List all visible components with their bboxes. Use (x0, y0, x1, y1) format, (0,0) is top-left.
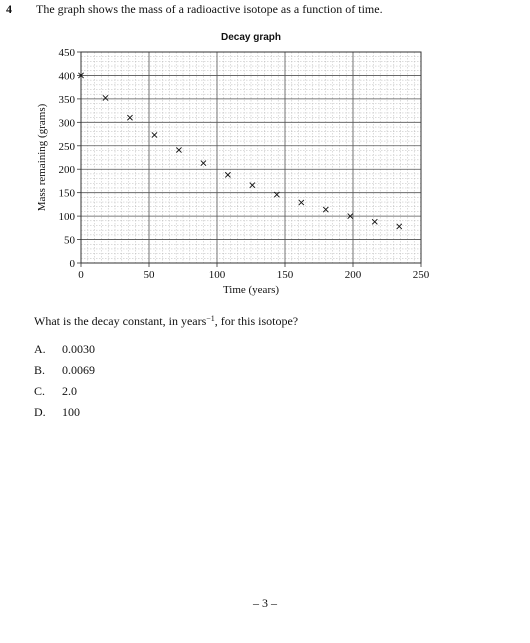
option-value: 2.0 (62, 384, 77, 398)
y-axis-label: Mass remaining (grams) (36, 103, 48, 211)
data-point (322, 206, 329, 213)
decay-chart: 0 50 100 150 200 250 0 50 100 150 200 250 300 350 400 4… (36, 32, 430, 296)
x-tick-label: 200 (345, 269, 362, 281)
data-point (176, 147, 182, 153)
y-tick-label: 450 (59, 47, 76, 59)
x-tick-label: 50 (144, 269, 156, 281)
y-tick-label: 200 (59, 164, 76, 176)
page-number: – 3 – (253, 596, 277, 610)
option-c[interactable]: C. 2.0 (34, 384, 77, 399)
prompt-text: What is the decay constant, in years (34, 314, 207, 328)
option-letter: B. (34, 363, 46, 377)
y-tick-label: 250 (59, 141, 76, 153)
option-letter: D. (34, 405, 46, 419)
prompt-text-end: , for this isotope? (214, 314, 299, 328)
y-tick-label: 50 (64, 235, 76, 247)
y-tick-label: 150 (59, 188, 76, 200)
option-b[interactable]: B. 0.0069 (34, 363, 95, 378)
option-value: 0.0030 (62, 342, 95, 356)
option-d[interactable]: D. 100 (34, 405, 80, 420)
data-point (151, 132, 158, 138)
y-tick-label: 300 (59, 117, 76, 129)
x-axis-label: Time (years) (223, 284, 279, 296)
data-point (249, 182, 256, 189)
option-letter: C. (34, 384, 46, 398)
plot-frame (80, 51, 422, 264)
x-tick-label: 150 (277, 269, 294, 281)
y-tick-label: 350 (59, 94, 76, 106)
x-tick-label: 250 (413, 269, 430, 281)
data-point (78, 72, 84, 79)
data-point (200, 160, 207, 167)
data-point (224, 171, 231, 178)
data-point (273, 191, 280, 198)
data-point (102, 95, 109, 101)
data-point (347, 213, 354, 220)
chart-title: Decay graph (221, 32, 281, 43)
option-letter: A. (34, 342, 46, 356)
option-value: 100 (62, 405, 80, 419)
prompt-exponent: −1 (206, 314, 215, 323)
y-tick-label: 0 (70, 258, 76, 270)
data-point (298, 199, 305, 206)
data-point (371, 218, 378, 225)
x-tick-label: 0 (78, 269, 84, 281)
data-point (396, 223, 403, 230)
question-prompt: What is the decay constant, in years−1, … (34, 314, 298, 329)
option-a[interactable]: A. 0.0030 (34, 342, 95, 357)
question-text: The graph shows the mass of a radioactiv… (36, 2, 383, 16)
data-point (127, 114, 133, 121)
option-value: 0.0069 (62, 363, 95, 377)
y-tick-label: 400 (59, 70, 76, 82)
question-number: 4 (6, 2, 12, 16)
x-tick-label: 100 (209, 269, 226, 281)
y-tick-label: 100 (59, 211, 76, 223)
